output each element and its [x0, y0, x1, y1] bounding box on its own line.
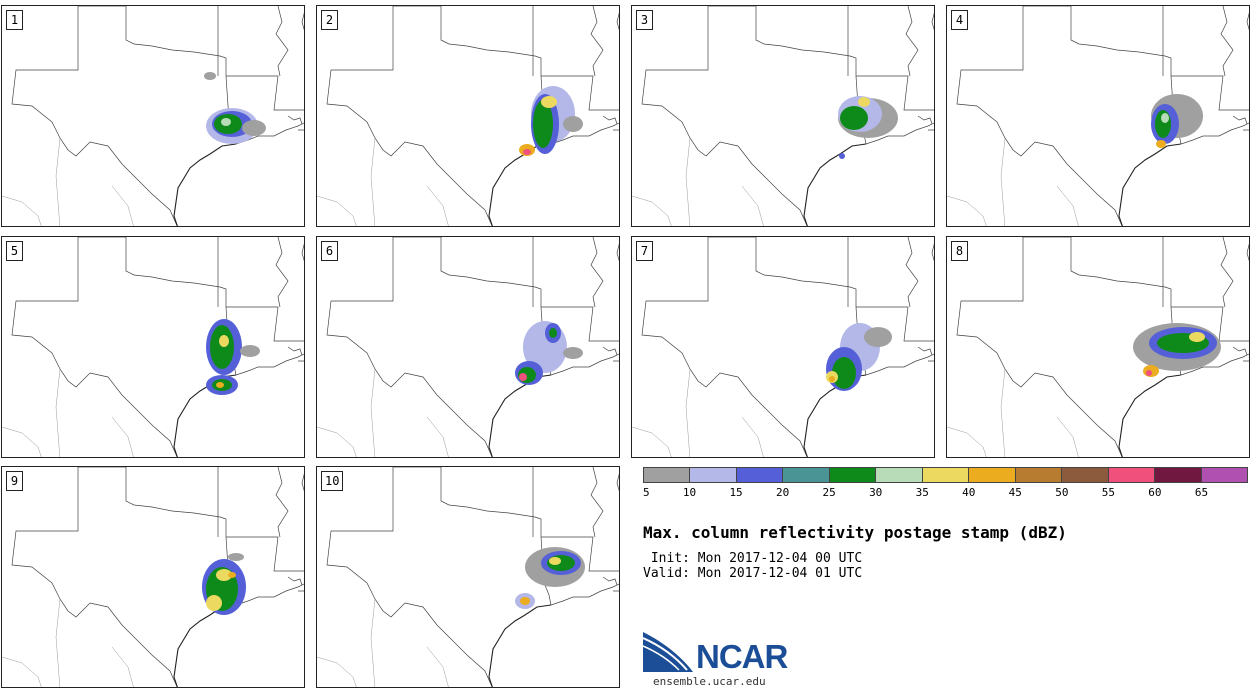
ensemble-member-panel-5: 5	[1, 236, 305, 458]
colorbar-swatch	[922, 468, 970, 482]
colorbar-tick-label: 60	[1148, 486, 1162, 499]
map-panel-1	[2, 6, 304, 226]
panel-label: 4	[951, 10, 968, 30]
valid-time: Valid: Mon 2017-12-04 01 UTC	[643, 566, 863, 581]
ncar-logo-icon	[643, 632, 693, 672]
colorbar-tick-label: 45	[1008, 486, 1022, 499]
colorbar-swatch	[969, 468, 1016, 482]
panel-label: 7	[636, 241, 653, 261]
colorbar-tick-label: 10	[682, 486, 697, 499]
colorbar-swatch	[783, 468, 830, 482]
colorbar-tick-label: 55	[1101, 486, 1115, 499]
colorbar-tick-label: 15	[729, 486, 743, 499]
panel-label: 2	[321, 10, 338, 30]
ensemble-member-panel-7: 7	[631, 236, 935, 458]
ensemble-member-panel-4: 4	[946, 5, 1250, 227]
ensemble-member-panel-1: 1	[1, 5, 305, 227]
plot-title: Max. column reflectivity postage stamp (…	[643, 523, 1067, 542]
map-panel-5	[2, 237, 304, 457]
map-panel-3	[632, 6, 934, 226]
colorbar-swatch	[736, 468, 784, 482]
map-panel-4	[947, 6, 1249, 226]
colorbar-swatch	[1108, 468, 1156, 482]
panel-label: 3	[636, 10, 653, 30]
reflectivity-colorbar	[643, 467, 1248, 483]
ensemble-member-panel-9: 9	[1, 466, 305, 688]
ensemble-member-panel-2: 2	[316, 5, 620, 227]
map-panel-2	[317, 6, 619, 226]
colorbar-swatch	[690, 468, 737, 482]
colorbar-swatch	[1155, 468, 1202, 482]
colorbar-swatch	[1201, 468, 1248, 482]
ensemble-member-panel-3: 3	[631, 5, 935, 227]
map-panel-9	[2, 467, 304, 687]
panel-label: 6	[321, 241, 338, 261]
map-panel-6	[317, 237, 619, 457]
colorbar-tick-label: 65	[1194, 486, 1209, 499]
panel-label: 10	[321, 471, 344, 491]
map-panel-8	[947, 237, 1249, 457]
init-time: Init: Mon 2017-12-04 00 UTC	[643, 551, 863, 566]
colorbar-tick-label: 5	[643, 486, 650, 499]
panel-label: 8	[951, 241, 968, 261]
ensemble-member-panel-6: 6	[316, 236, 620, 458]
ensemble-member-panel-10: 10	[316, 466, 620, 688]
colorbar-tick-labels: 5 10 15 20 25 30 35 40 45 50 55 60 65	[643, 486, 1248, 500]
panel-label: 9	[6, 471, 23, 491]
panel-label: 1	[6, 10, 23, 30]
colorbar-tick-label: 30	[869, 486, 883, 499]
colorbar-swatch	[644, 468, 691, 482]
colorbar-tick-label: 25	[822, 486, 836, 499]
ensemble-member-panel-8: 8	[946, 236, 1250, 458]
colorbar-tick-label: 40	[962, 486, 976, 499]
colorbar-tick-label: 50	[1055, 486, 1069, 499]
map-panel-10	[317, 467, 619, 687]
ncar-wordmark: NCAR	[696, 638, 788, 675]
colorbar-swatch	[829, 468, 877, 482]
panel-label: 5	[6, 241, 23, 261]
colorbar-tick-label: 35	[915, 486, 929, 499]
colorbar-swatch	[1062, 468, 1109, 482]
map-panel-7	[632, 237, 934, 457]
ensemble-url: ensemble.ucar.edu	[653, 675, 766, 688]
colorbar-swatch	[876, 468, 923, 482]
colorbar-tick-label: 20	[775, 486, 790, 499]
colorbar-swatch	[1015, 468, 1063, 482]
